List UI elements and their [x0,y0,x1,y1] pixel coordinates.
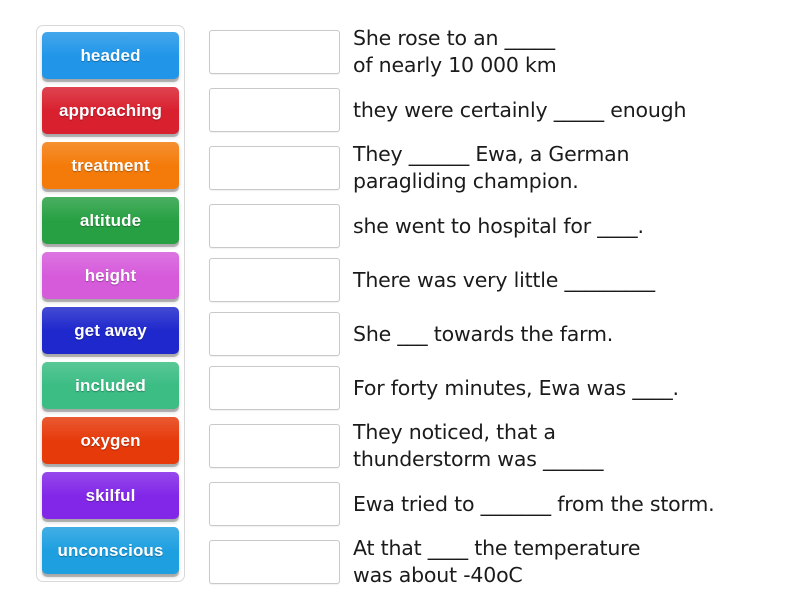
sentence-line-2: thunderstorm was ______ [353,447,604,471]
word-tile[interactable]: headed [42,32,179,79]
drop-zone[interactable] [209,88,340,132]
sentence-line-1: Ewa tried to _______ from the storm. [353,491,715,516]
sentence-text: they were certainly _____ enough [353,97,686,124]
sentence-row: She rose to an _____ of nearly 10 000 km [209,21,800,83]
drop-zone[interactable] [209,482,340,526]
word-tile[interactable]: unconscious [42,527,179,574]
drop-zone[interactable] [209,540,340,584]
sentence-text: For forty minutes, Ewa was ____. [353,375,679,402]
drop-zone[interactable] [209,146,340,190]
sentence-line-1: At that ____ the temperature [353,536,641,561]
sentence-line-2: paragliding champion. [353,169,579,193]
sentence-line-1: For forty minutes, Ewa was ____. [353,375,679,400]
sentence-line-1: They noticed, that a [353,420,556,445]
sentence-row: They ______ Ewa, a German paragliding cha… [209,137,800,199]
sentence-text: She ___ towards the farm. [353,321,613,348]
sentence-text: She rose to an _____ of nearly 10 000 km [353,25,557,78]
sentence-text: They ______ Ewa, a German paragliding cha… [353,141,629,194]
sentence-row: For forty minutes, Ewa was ____. [209,361,800,415]
sentence-text: They noticed, that a thunderstorm was ___… [353,419,604,472]
sentence-row: At that ____ the temperature was about -4… [209,531,800,593]
sentence-text: Ewa tried to _______ from the storm. [353,491,715,518]
sentence-row: There was very little _________ [209,253,800,307]
word-tile[interactable]: included [42,362,179,409]
word-tile[interactable]: oxygen [42,417,179,464]
sentence-row: They noticed, that a thunderstorm was ___… [209,415,800,477]
drop-zone[interactable] [209,312,340,356]
sentence-line-1: She rose to an _____ [353,26,555,51]
drop-zone[interactable] [209,424,340,468]
word-tile[interactable]: get away [42,307,179,354]
sentence-row: she went to hospital for ____. [209,199,800,253]
sentence-line-2: was about -40oC [353,563,523,587]
sentence-line-1: They ______ Ewa, a German [353,142,630,167]
sentence-text: At that ____ the temperature was about -4… [353,535,640,588]
drop-zone[interactable] [209,30,340,74]
sentence-line-2: of nearly 10 000 km [353,53,557,77]
drop-zone[interactable] [209,366,340,410]
sentence-line-1: they were certainly _____ enough [353,97,687,122]
word-tile[interactable]: treatment [42,142,179,189]
sentence-row: She ___ towards the farm. [209,307,800,361]
sentence-text: she went to hospital for ____. [353,213,644,240]
drop-zone[interactable] [209,204,340,248]
sentence-row: Ewa tried to _______ from the storm. [209,477,800,531]
word-tile[interactable]: skilful [42,472,179,519]
sentence-rows: She rose to an _____ of nearly 10 000 km t… [209,21,800,593]
sentence-text: There was very little _________ [353,267,655,294]
word-tile[interactable]: height [42,252,179,299]
sentence-row: they were certainly _____ enough [209,83,800,137]
drop-zone[interactable] [209,258,340,302]
word-tile-bank: headed approaching treatment altitude height… [36,25,185,582]
sentence-line-1: There was very little _________ [353,267,655,292]
word-tile[interactable]: altitude [42,197,179,244]
sentence-line-1: She ___ towards the farm. [353,321,614,346]
word-tile[interactable]: approaching [42,87,179,134]
sentence-line-1: she went to hospital for ____. [353,213,644,238]
